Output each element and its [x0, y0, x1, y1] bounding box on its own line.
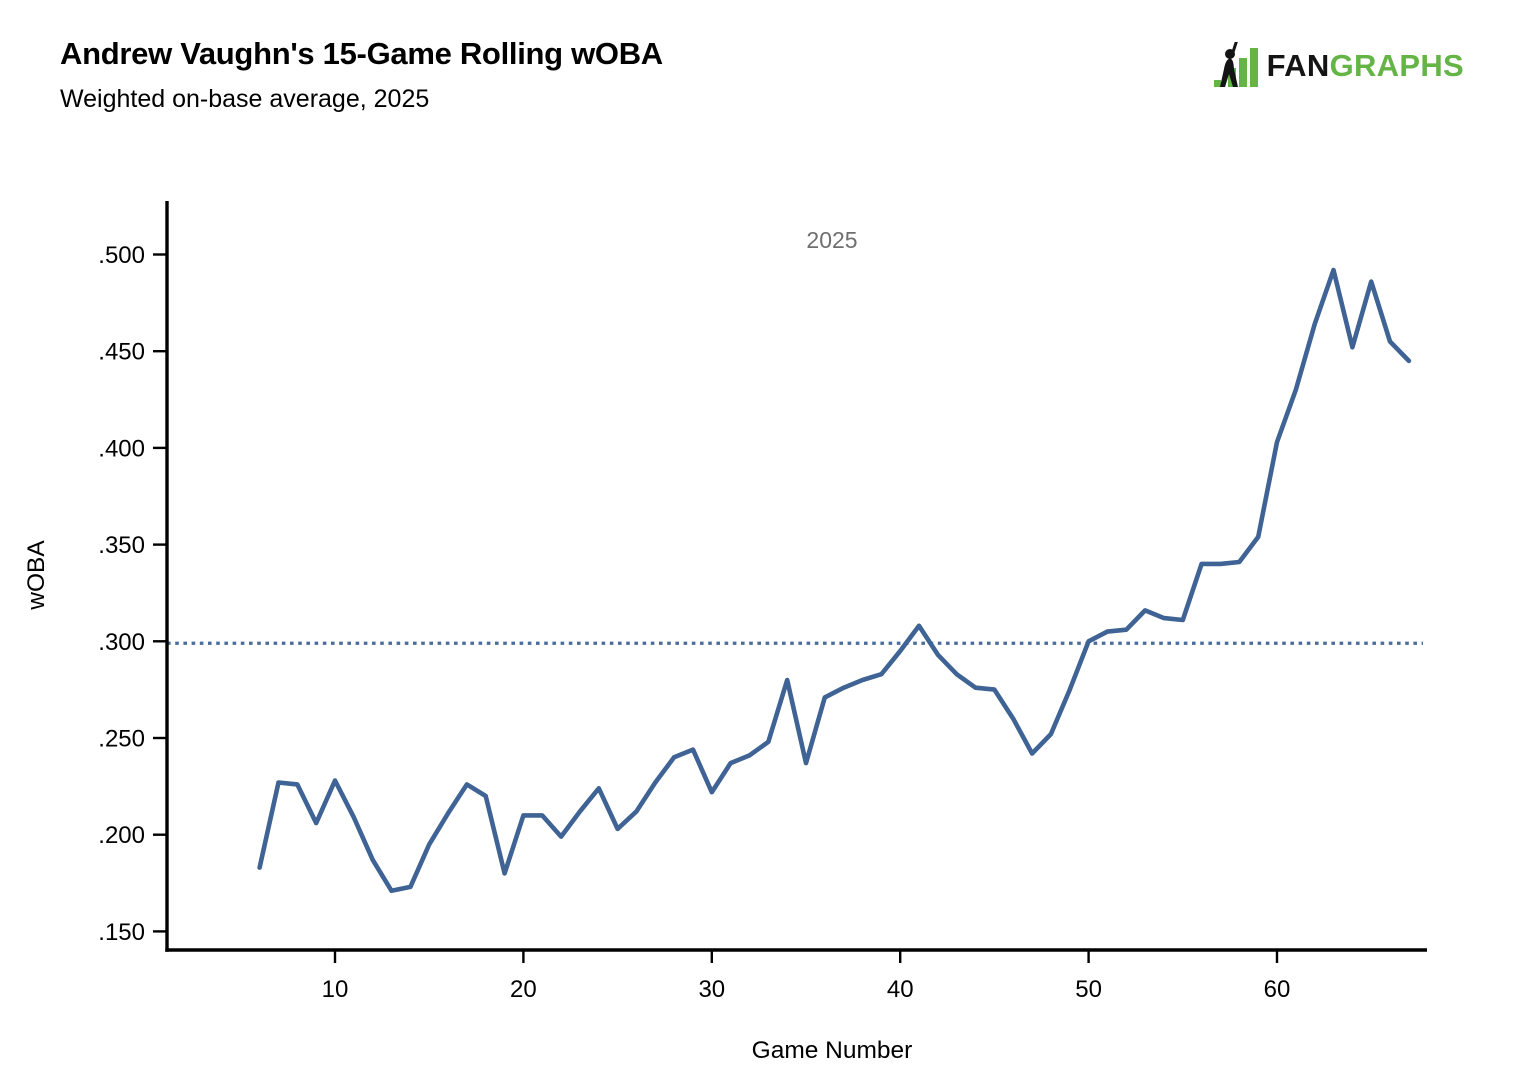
- page-subtitle: Weighted on-base average, 2025: [60, 85, 430, 113]
- axes: [165, 201, 1427, 952]
- y-tick-label: .450: [98, 339, 145, 366]
- y-tick-label: .250: [98, 726, 145, 753]
- y-tick-label: .200: [98, 822, 145, 849]
- fangraphs-logo: FANGRAPHS: [1212, 42, 1464, 90]
- x-tick-label: 60: [1264, 976, 1291, 1003]
- y-axis-title: wOBA: [23, 540, 50, 611]
- y-axis-ticks: .150 .200 .250 .300 .350 .400 .450 .500: [98, 242, 167, 946]
- y-tick-label: .300: [98, 629, 145, 656]
- logo-fan-text: FAN: [1266, 48, 1330, 83]
- x-tick-label: 20: [510, 976, 537, 1003]
- x-tick-label: 30: [698, 976, 725, 1003]
- x-axis-title: Game Number: [752, 1037, 913, 1064]
- x-tick-label: 50: [1075, 976, 1102, 1003]
- x-axis-ticks: 10 20 30 40 50 60: [322, 950, 1291, 1003]
- logo-graphs-text: GRAPHS: [1329, 48, 1464, 83]
- y-tick-label: .400: [98, 435, 145, 462]
- fangraphs-batter-icon: [1213, 42, 1258, 87]
- fangraphs-logo-text: FANGRAPHS: [1267, 48, 1464, 84]
- y-tick-label: .150: [98, 919, 145, 946]
- y-tick-label: .350: [98, 532, 145, 559]
- legend-label-2025: 2025: [806, 227, 857, 253]
- y-tick-label: .500: [98, 242, 145, 269]
- x-tick-label: 10: [322, 976, 349, 1003]
- x-tick-label: 40: [887, 976, 914, 1003]
- series-line-2025: [257, 267, 1412, 894]
- page-title: Andrew Vaughn's 15-Game Rolling wOBA: [60, 36, 663, 71]
